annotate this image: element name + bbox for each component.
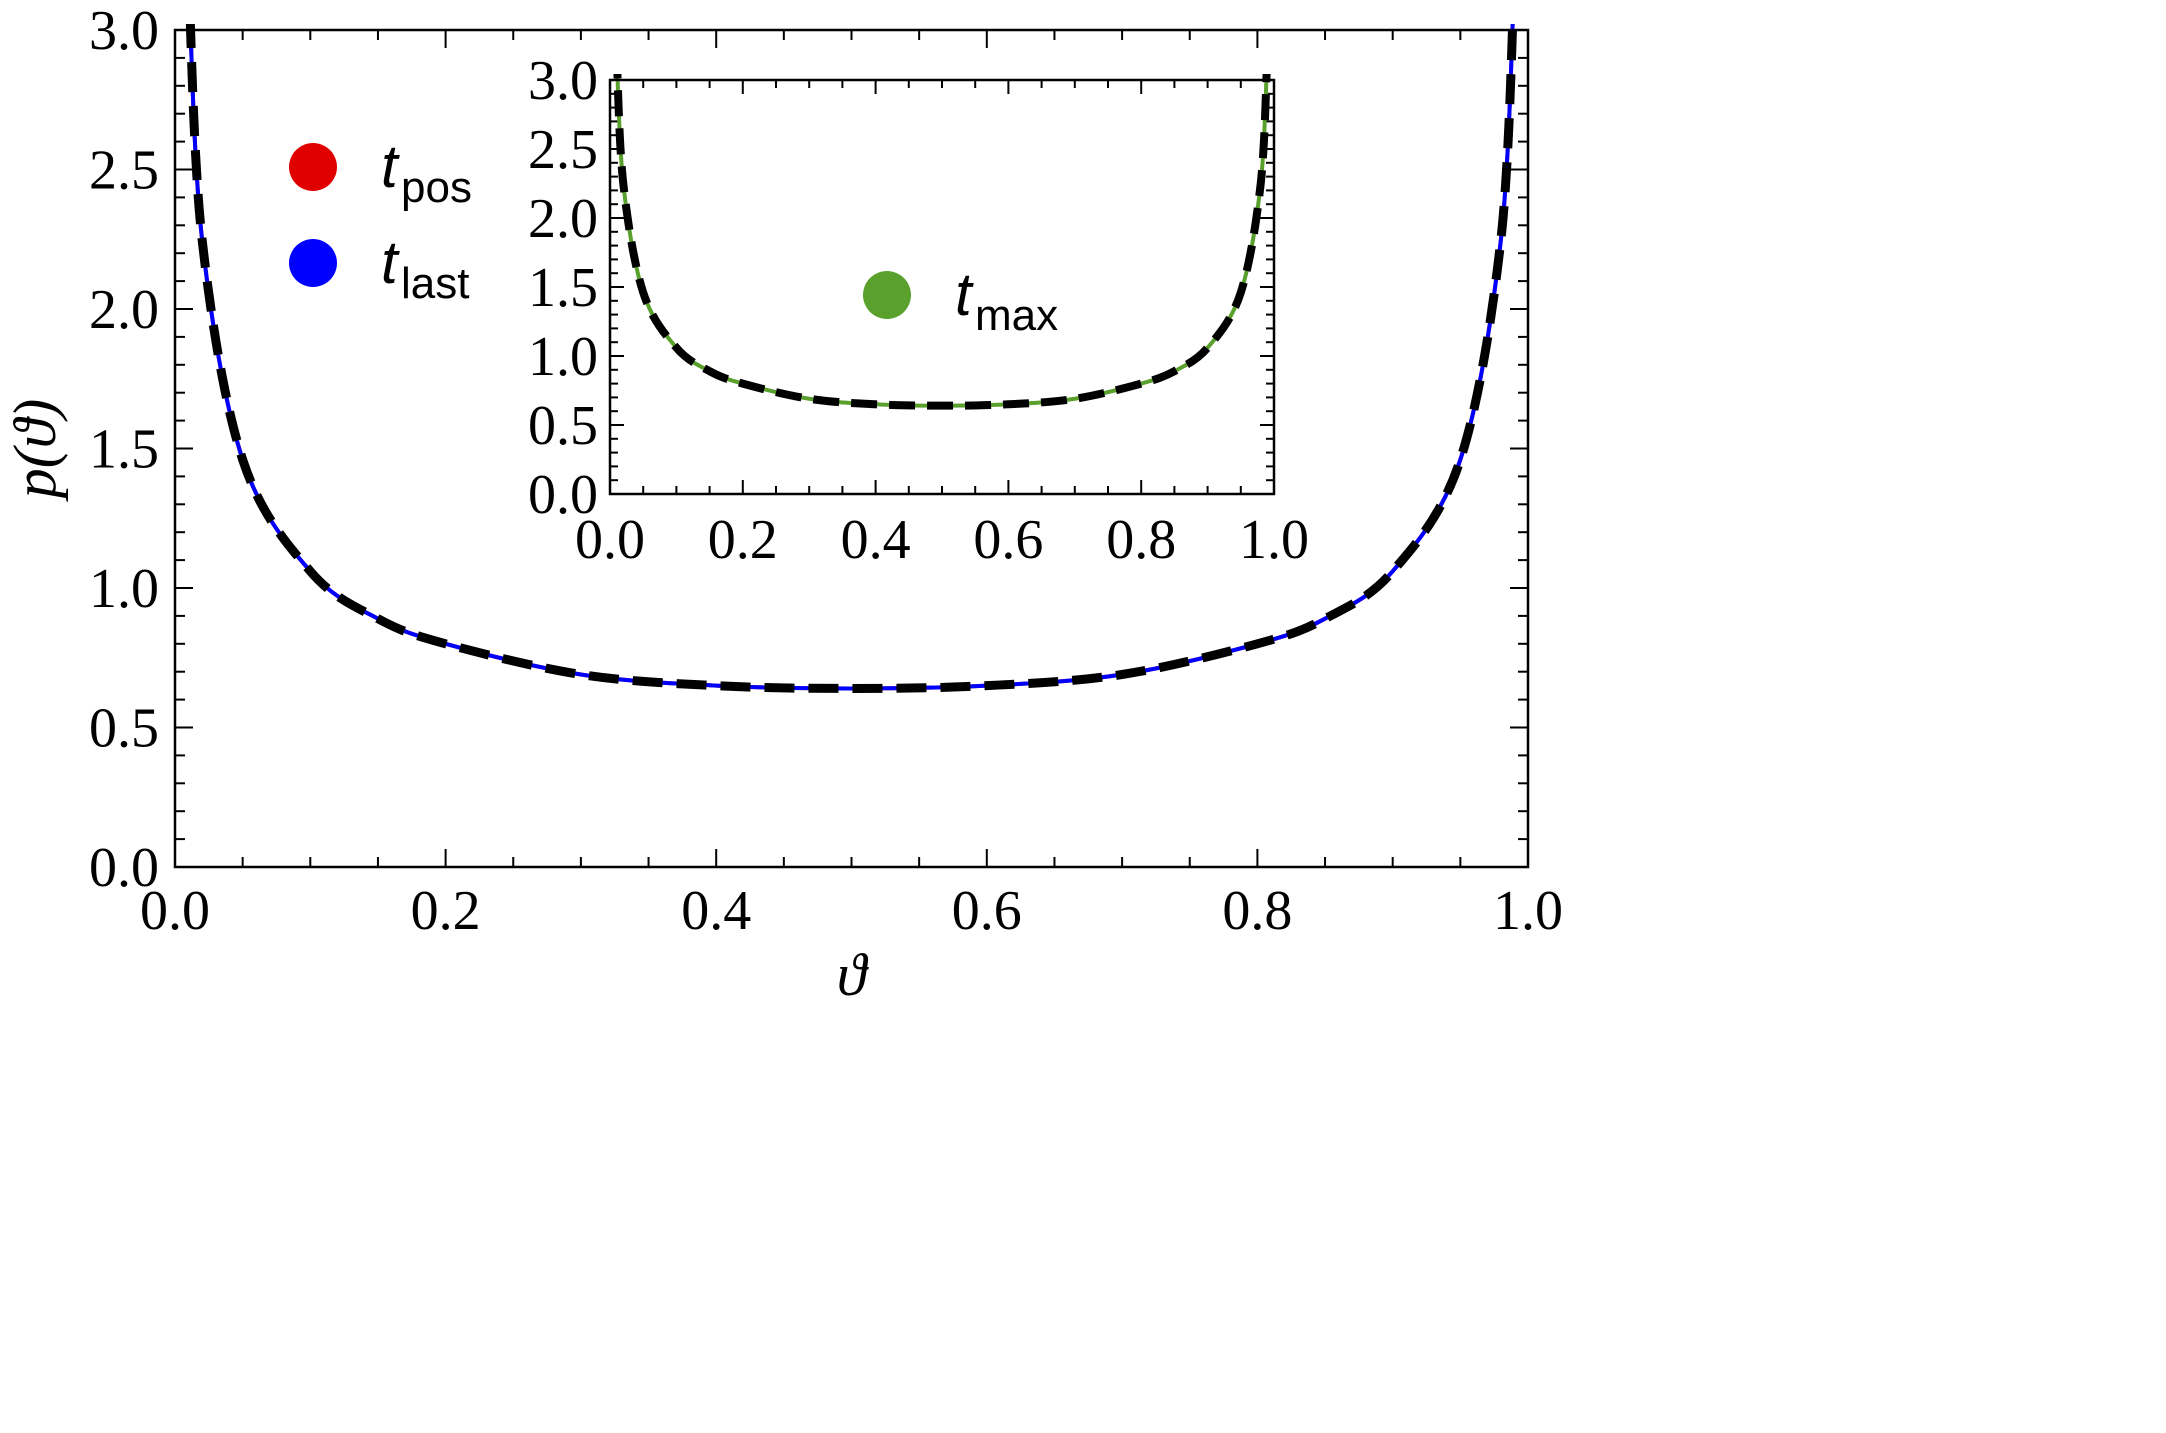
inset-tick-labels: 0.0 0.2 0.4 0.6 0.8 1.0 0.0 0.5 1.0 1.5 2.0 2.5 3.0	[528, 50, 1309, 571]
inset-legend: t max	[863, 261, 1058, 340]
legend-marker-t_pos	[289, 143, 337, 191]
legend-sublabel-t_max: max	[975, 291, 1058, 340]
y-tick-label: 2.0	[528, 188, 598, 250]
inset-plot: 0.0 0.2 0.4 0.6 0.8 1.00.00.51.01.52.02.53.0 …	[528, 50, 1309, 571]
legend-label-t_last: t	[381, 229, 400, 296]
legend-label-t_max: t	[955, 261, 974, 328]
inset-background	[610, 80, 1274, 494]
y-tick-label: 0.5	[89, 698, 159, 760]
y-tick-label: 1.5	[528, 257, 598, 319]
legend-sublabel-t_last: last	[401, 259, 469, 308]
y-axis-label: p(ϑ)	[2, 399, 68, 502]
x-tick-label: 0.4	[681, 880, 751, 942]
series-line-fit	[613, 74, 1271, 410]
y-tick-label: 1.0	[528, 326, 598, 388]
y-tick-label: 3.0	[89, 0, 159, 62]
y-tick-label: 2.0	[89, 279, 159, 341]
inset-curves	[613, 74, 1271, 410]
main-plot-frame	[173, 28, 1530, 869]
y-tick-label: 0.0	[528, 464, 598, 526]
x-tick-label: 1.0	[1493, 880, 1563, 942]
y-tick-label: 0.0	[89, 837, 159, 899]
legend-marker-t_last	[289, 239, 337, 287]
x-tick-label: 0.8	[1222, 880, 1292, 942]
inset-plot-frame	[608, 78, 1276, 496]
y-tick-label: 0.5	[528, 395, 598, 457]
legend-sublabel-t_pos: pos	[401, 163, 472, 212]
x-axis-label: ϑ	[837, 942, 870, 1008]
x-tick-label: 0.6	[973, 509, 1043, 571]
x-tick-label: 0.6	[952, 880, 1022, 942]
y-tick-label: 1.0	[89, 558, 159, 620]
x-tick-label: 0.2	[708, 509, 778, 571]
legend-marker-t_max	[863, 271, 911, 319]
x-tick-label: 0.2	[411, 880, 481, 942]
x-tick-label: 0.0	[140, 880, 210, 942]
inset-ticks	[609, 79, 1275, 495]
x-tick-label: 0.4	[841, 509, 911, 571]
series-line-fit	[185, 24, 1518, 693]
main-tick-labels: 0.0 0.2 0.4 0.6 0.8 1.0 0.0 0.5 1.0 1.5 2.0 2.5 3.0	[89, 0, 1563, 942]
x-tick-label: 0.0	[575, 509, 645, 571]
main-curves	[185, 24, 1518, 693]
y-tick-label: 2.5	[528, 119, 598, 181]
y-tick-label: 1.5	[89, 419, 159, 481]
y-tick-label: 3.0	[528, 50, 598, 112]
main-plot: 0.0 0.2 0.4 0.6 0.8 1.00.00.51.01.52.02.53.0 …	[2, 0, 1563, 1008]
y-tick-label: 2.5	[89, 140, 159, 202]
legend-label-t_pos: t	[381, 133, 400, 200]
x-tick-label: 1.0	[1239, 509, 1309, 571]
x-tick-label: 0.8	[1106, 509, 1176, 571]
